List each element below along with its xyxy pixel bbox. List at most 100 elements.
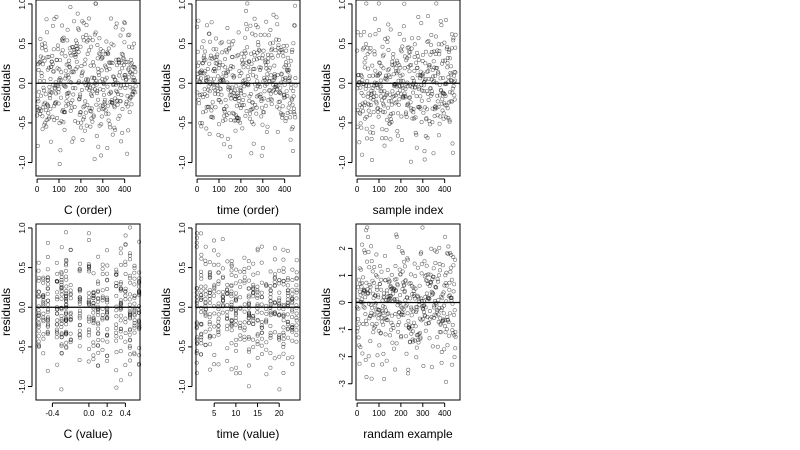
data-point bbox=[398, 73, 403, 78]
data-point bbox=[242, 93, 247, 98]
data-point bbox=[202, 87, 207, 92]
data-point bbox=[199, 352, 204, 357]
data-point bbox=[246, 300, 251, 305]
data-point bbox=[96, 144, 101, 149]
data-point bbox=[89, 44, 94, 49]
data-point bbox=[41, 336, 46, 341]
data-point bbox=[227, 45, 232, 50]
data-point bbox=[385, 39, 390, 44]
data-point bbox=[59, 306, 64, 311]
data-point bbox=[54, 331, 59, 336]
data-point bbox=[46, 54, 51, 59]
data-point bbox=[96, 312, 101, 317]
data-point bbox=[40, 46, 45, 51]
data-point bbox=[212, 91, 217, 96]
data-point bbox=[208, 288, 213, 293]
data-point bbox=[78, 110, 83, 115]
data-point bbox=[445, 55, 450, 60]
data-point bbox=[369, 376, 374, 381]
data-point bbox=[415, 65, 420, 70]
data-point bbox=[194, 290, 199, 295]
data-point bbox=[294, 275, 299, 280]
data-point bbox=[64, 268, 69, 273]
data-point bbox=[283, 119, 288, 124]
data-point bbox=[384, 127, 389, 132]
data-point bbox=[137, 362, 142, 367]
data-point bbox=[207, 319, 212, 324]
data-point bbox=[56, 47, 61, 52]
data-point bbox=[369, 259, 374, 264]
data-point bbox=[229, 328, 234, 333]
data-point bbox=[285, 94, 290, 99]
data-point bbox=[127, 328, 132, 333]
data-point bbox=[265, 124, 270, 129]
data-point bbox=[207, 271, 212, 276]
data-point bbox=[199, 305, 204, 310]
data-point bbox=[443, 281, 448, 286]
data-point bbox=[429, 314, 434, 319]
data-point bbox=[447, 118, 452, 123]
data-point bbox=[60, 48, 65, 53]
data-point bbox=[236, 53, 241, 58]
data-point bbox=[64, 73, 69, 78]
x-tick-label: 0 bbox=[35, 185, 40, 194]
data-point bbox=[68, 296, 73, 301]
data-point bbox=[451, 312, 456, 317]
data-point bbox=[242, 280, 247, 285]
data-point bbox=[255, 302, 260, 307]
data-point bbox=[285, 111, 290, 116]
data-point bbox=[114, 308, 119, 313]
data-point bbox=[435, 277, 440, 282]
data-point bbox=[70, 139, 75, 144]
plot-frame bbox=[195, 0, 301, 177]
data-point bbox=[366, 108, 371, 113]
data-point bbox=[238, 295, 243, 300]
data-point bbox=[419, 250, 424, 255]
data-point bbox=[41, 85, 46, 90]
data-point bbox=[378, 287, 383, 292]
data-point bbox=[268, 91, 273, 96]
data-point bbox=[199, 269, 204, 274]
data-point bbox=[199, 292, 204, 297]
data-point bbox=[128, 225, 133, 230]
data-point bbox=[388, 293, 393, 298]
data-point bbox=[375, 274, 380, 279]
data-point bbox=[127, 332, 132, 337]
y-tick-label: -3 bbox=[338, 380, 347, 388]
data-point bbox=[405, 371, 410, 376]
data-point bbox=[137, 239, 142, 244]
data-point bbox=[215, 83, 220, 88]
data-point bbox=[380, 311, 385, 316]
data-point bbox=[251, 321, 256, 326]
data-point bbox=[90, 75, 95, 80]
data-point bbox=[379, 315, 384, 320]
data-point bbox=[284, 43, 289, 48]
data-point bbox=[391, 325, 396, 330]
data-point bbox=[255, 355, 260, 360]
data-point bbox=[396, 102, 401, 107]
data-point bbox=[71, 136, 76, 141]
data-point bbox=[420, 58, 425, 63]
data-point bbox=[403, 278, 408, 283]
data-point bbox=[355, 30, 360, 35]
data-point bbox=[233, 322, 238, 327]
data-point bbox=[124, 99, 129, 104]
data-point bbox=[45, 318, 50, 323]
data-point bbox=[123, 316, 128, 321]
data-point bbox=[293, 83, 298, 88]
data-point bbox=[372, 313, 377, 318]
data-point bbox=[244, 8, 249, 13]
data-point bbox=[294, 323, 299, 328]
data-point bbox=[259, 343, 264, 348]
data-point bbox=[118, 281, 123, 286]
data-point bbox=[87, 48, 92, 53]
data-point bbox=[207, 312, 212, 317]
data-point bbox=[285, 283, 290, 288]
data-point bbox=[368, 130, 373, 135]
data-point bbox=[64, 310, 69, 315]
data-point bbox=[45, 275, 50, 280]
data-point bbox=[208, 39, 213, 44]
data-point bbox=[96, 350, 101, 355]
data-point bbox=[199, 256, 204, 261]
